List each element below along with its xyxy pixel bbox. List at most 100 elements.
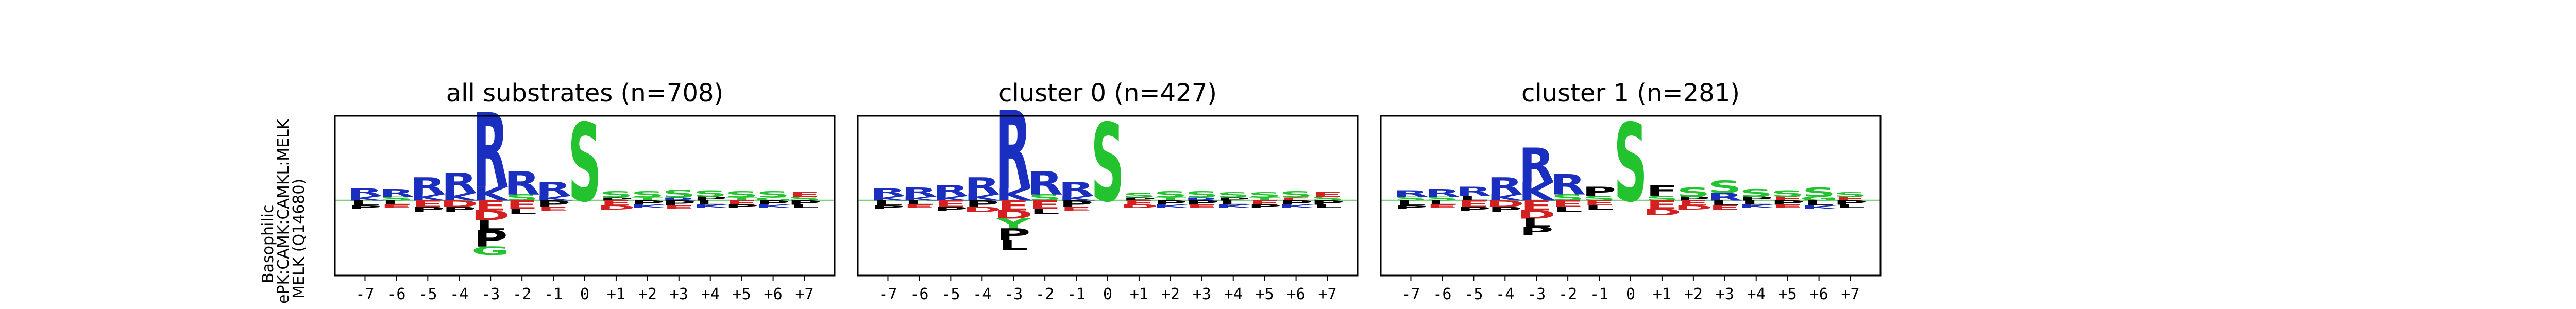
- logo-letter-2-0-up-0: S: [1614, 101, 1647, 226]
- logo-letter-1-+2-up-0: T: [1155, 197, 1187, 202]
- logo-letter-2-+2-up-0: P: [1676, 196, 1710, 202]
- x-tick-label: -1: [1590, 285, 1608, 303]
- logo-letter-0-+1-down-0: E: [600, 199, 632, 207]
- x-tick-label: +4: [1224, 285, 1243, 303]
- logo-letter-0-+7-up-0: S: [788, 196, 821, 202]
- x-tick-label: +4: [1747, 285, 1766, 303]
- logo-letter-1-+2-down-1: K: [1153, 204, 1190, 209]
- x-tick-label: -4: [1496, 285, 1514, 303]
- logo-letter-2--2-down-0: E: [1552, 199, 1584, 209]
- logo-letter-2-+7-up-1: S: [1834, 191, 1867, 198]
- logo-letter-0--4-up-1: R: [441, 167, 477, 199]
- logo-letter-1--3-up-0: K: [995, 185, 1033, 205]
- logo-letter-2-+7-up-0: E: [1835, 196, 1867, 202]
- logo-letter-0-+2-down-1: K: [630, 204, 667, 209]
- logo-letter-1--1-down-0: P: [1059, 199, 1093, 209]
- logo-letter-1-+7-up-0: S: [1311, 196, 1344, 202]
- logo-letter-0--3-down-0: E: [474, 198, 506, 214]
- logo-letter-2--4-down-1: P: [1488, 206, 1522, 214]
- logo-letter-2-+2-up-1: S: [1676, 184, 1710, 199]
- logo-letter-2-+4-down-1: K: [1738, 204, 1776, 209]
- logo-letter-0-+3-up-0: R: [661, 197, 697, 202]
- x-tick-label: 0: [1103, 285, 1112, 303]
- logo-letter-2--5-down-0: E: [1458, 199, 1489, 209]
- logo-letter-1-+3-down-1: E: [1186, 204, 1218, 209]
- logo-letter-1-+1-up-0: P: [1122, 197, 1156, 202]
- logo-letter-1--3-up-1: R: [995, 89, 1031, 214]
- logo-letter-1--5-down-1: P: [934, 206, 968, 213]
- logo-letter-0--5-down-0: E: [412, 199, 444, 209]
- logo-letter-0-0-up-0: S: [568, 101, 601, 226]
- logo-letter-1--2-up-0: S: [1028, 193, 1062, 202]
- logo-letter-1-+2-down-0: P: [1154, 199, 1188, 206]
- logo-letter-0--3-up-1: R: [472, 93, 509, 211]
- logo-letter-1--3-down-3: P: [996, 225, 1030, 244]
- logo-letter-0-+5-down-1: P: [725, 204, 759, 209]
- logo-letter-2-+5-down-0: P: [1771, 199, 1805, 206]
- logo-letter-0-+4-up-0: P: [693, 196, 727, 202]
- logo-letter-0--3-down-4: G: [471, 244, 510, 258]
- logo-letter-1-+4-up-1: S: [1216, 191, 1250, 199]
- x-tick-label: -2: [1036, 285, 1054, 303]
- logo-letter-2-+6-up-0: G: [1800, 196, 1838, 202]
- logo-letter-2--1-down-0: E: [1583, 199, 1615, 207]
- logo-letter-0--2-down-0: E: [506, 198, 538, 212]
- panel-title-cluster-1: cluster 1 (n=281): [1521, 79, 1740, 108]
- x-tick-label: +6: [1287, 285, 1306, 303]
- logo-letter-0-+5-down-0: E: [726, 199, 758, 206]
- logo-letter-0-+3-up-1: S: [662, 187, 696, 200]
- logo-letter-0--2-up-0: S: [505, 193, 539, 202]
- logo-letter-2--6-up-1: R: [1425, 187, 1461, 199]
- x-tick-label: +5: [733, 285, 751, 303]
- logo-letter-0--6-down-1: E: [381, 204, 413, 209]
- x-tick-label: +7: [795, 285, 814, 303]
- logo-letter-1--6-up-0: K: [901, 196, 939, 202]
- logo-letter-2-+6-down-1: K: [1801, 204, 1839, 210]
- logo-letter-1-+7-down-1: L: [1313, 204, 1343, 209]
- x-tick-label: -5: [1464, 285, 1483, 303]
- logo-letter-0-+1-down-1: D: [597, 204, 635, 211]
- x-tick-label: 0: [1626, 285, 1635, 303]
- x-tick-label: +2: [1161, 285, 1180, 303]
- logo-letter-2--1-up-0: S: [1583, 195, 1616, 202]
- logo-letter-0-+1-up-1: S: [599, 190, 633, 199]
- logo-letter-0-+7-up-1: E: [789, 191, 821, 198]
- x-tick-label: -1: [544, 285, 563, 303]
- logo-letter-1-+4-down-0: L: [1218, 199, 1248, 206]
- logo-letter-0-+2-up-1: S: [631, 190, 664, 199]
- x-tick-label: -4: [973, 285, 991, 303]
- x-tick-label: +4: [701, 285, 720, 303]
- x-tick-label: -7: [1401, 285, 1420, 303]
- logo-letter-1--1-up-0: K: [1058, 195, 1096, 202]
- logo-letter-1--7-up-0: K: [870, 195, 907, 202]
- logo-letter-1--4-down-1: D: [963, 206, 1002, 214]
- logo-letter-1--6-down-1: E: [904, 204, 936, 209]
- logo-letter-1--1-up-1: R: [1058, 178, 1094, 200]
- logo-letter-2--3-down-1: D: [1517, 208, 1556, 221]
- logo-letter-1-+7-down-0: P: [1310, 199, 1344, 206]
- logo-letter-0--5-down-1: P: [411, 206, 445, 214]
- logo-letter-1--6-down-0: L: [905, 199, 935, 206]
- logo-letter-2--1-down-1: L: [1584, 204, 1614, 211]
- logo-letter-0--4-down-0: D: [440, 199, 479, 209]
- logo-letter-1--2-down-0: E: [1029, 198, 1061, 212]
- logo-letter-2-+3-down-1: E: [1709, 204, 1741, 211]
- logo-letter-0--4-down-1: P: [442, 206, 476, 214]
- logo-panel-0: KRLPSRLEKREPKRDPKREDLPGSRELKRPESPSEDTSPK…: [334, 93, 836, 303]
- x-tick-label: -5: [941, 285, 960, 303]
- logo-letter-1-+5-up-1: S: [1248, 191, 1281, 199]
- logo-letter-0-+6-down-1: K: [755, 204, 793, 209]
- logo-letter-2--2-up-0: S: [1551, 193, 1585, 202]
- logo-letter-1--4-up-1: R: [964, 172, 1000, 200]
- logo-letter-0--1-up-1: R: [535, 178, 571, 200]
- logo-letter-1-0-up-0: S: [1091, 101, 1124, 226]
- logo-letter-1-+2-up-1: S: [1154, 190, 1187, 199]
- logo-letter-0-+1-up-0: P: [599, 197, 633, 202]
- logo-letter-2-+3-up-1: S: [1708, 177, 1741, 197]
- logo-letter-0-+6-down-0: P: [756, 199, 790, 206]
- logo-letter-0-+2-down-0: P: [631, 199, 665, 206]
- x-tick-label: +2: [638, 285, 657, 303]
- logo-letter-0--6-up-0: S: [380, 196, 413, 202]
- logo-letter-2--6-up-0: S: [1426, 196, 1459, 202]
